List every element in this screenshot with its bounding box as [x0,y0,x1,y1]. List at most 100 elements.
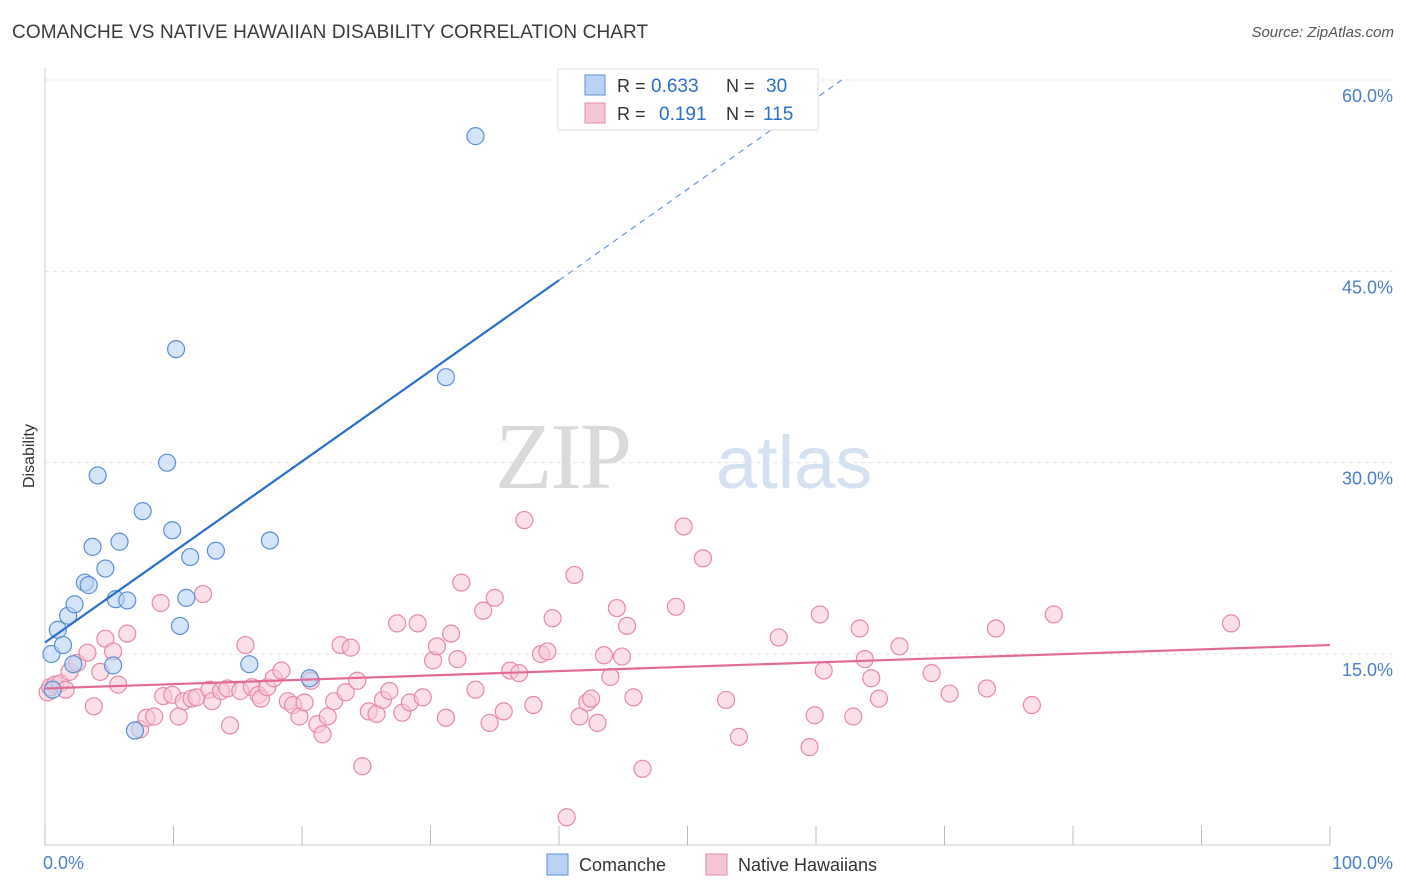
x-tick-label-100: 100.0% [1332,853,1393,873]
point-hawaiian-24 [193,584,213,604]
point-hawaiian-96 [729,727,749,747]
point-hawaiian-78 [543,609,562,628]
point-hawaiian-92 [666,597,686,616]
watermark-zip: ZIP [495,405,630,509]
point-comanche-26 [260,531,279,550]
point-hawaiian-108 [922,664,941,683]
series-legend: Comanche Native Hawaiians [546,853,877,876]
point-hawaiian-45 [318,707,337,726]
legend-swatch-hawaiian [584,102,606,124]
legend-bottom-hawaiian: Native Hawaiians [738,855,877,875]
point-hawaiian-56 [387,614,407,633]
watermark: ZIP atlas [495,405,872,509]
source-credit: Source: ZipAtlas.com [1251,24,1394,41]
point-hawaiian-107 [890,637,909,656]
point-comanche-22 [177,588,196,607]
series-comanche [42,127,485,740]
legend-r-label-1: R = [617,76,646,96]
point-hawaiian-70 [485,588,504,607]
point-hawaiian-60 [413,688,432,707]
point-hawaiian-114 [1221,614,1241,633]
point-hawaiian-8 [84,697,103,716]
trendline-comanche [44,279,560,644]
point-hawaiian-67 [466,680,485,699]
point-comanche-3 [53,635,73,655]
point-hawaiian-95 [716,690,736,710]
point-hawaiian-112 [1022,695,1041,715]
point-comanche-11 [96,559,115,578]
chart-title: COMANCHE VS NATIVE HAWAIIAN DISABILITY C… [12,22,649,43]
y-tick-label-15: 15.0% [1342,660,1393,680]
point-hawaiian-20 [169,707,188,726]
point-comanche-8 [79,576,98,595]
point-hawaiian-99 [805,706,824,725]
point-hawaiian-102 [844,707,863,726]
point-hawaiian-101 [814,661,833,680]
legend-n-value-2: 115 [763,104,793,125]
point-hawaiian-75 [524,695,543,715]
point-hawaiian-105 [862,669,881,688]
point-hawaiian-109 [940,684,959,703]
point-hawaiian-41 [295,693,314,712]
point-hawaiian-65 [448,650,467,669]
point-hawaiian-91 [633,759,652,778]
point-hawaiian-31 [236,635,255,655]
point-hawaiian-17 [151,593,170,613]
legend-n-value-1: 30 [766,76,787,97]
x-tick-label-0: 0.0% [43,853,84,873]
legend-r-label-2: R = [617,104,646,124]
point-hawaiian-59 [408,614,427,633]
point-hawaiian-100 [810,605,829,624]
point-hawaiian-16 [145,707,164,726]
watermark-atlas: atlas [716,421,872,504]
y-tick-label-45: 45.0% [1342,277,1393,297]
point-comanche-18 [157,453,177,472]
point-hawaiian-80 [565,565,584,585]
legend-bottom-swatch-comanche [546,853,569,876]
point-comanche-15 [118,591,137,610]
point-hawaiian-13 [118,624,137,643]
point-hawaiian-88 [612,647,632,666]
point-comanche-5 [64,655,83,674]
point-hawaiian-62 [427,637,447,656]
legend-swatch-comanche [584,74,606,96]
point-comanche-20 [166,340,186,359]
point-comanche-19 [163,521,182,540]
point-comanche-10 [88,466,107,485]
legend-n-label-1: N = [726,76,755,96]
trendline-hawaiian [44,643,1331,690]
point-comanche-16 [125,721,145,740]
point-hawaiian-94 [693,549,713,568]
point-hawaiian-68 [474,601,493,620]
point-comanche-23 [181,547,200,567]
point-comanche-29 [466,127,485,146]
point-hawaiian-110 [977,679,997,698]
y-tick-label-30: 30.0% [1342,469,1393,489]
point-hawaiian-103 [850,619,869,638]
point-hawaiian-66 [452,573,471,592]
point-hawaiian-98 [800,738,819,757]
point-comanche-9 [83,537,102,556]
legend-n-label-2: N = [726,104,755,124]
point-hawaiian-87 [607,598,626,618]
point-hawaiian-106 [869,689,889,708]
tick-labels: 15.0% 30.0% 45.0% 60.0% 0.0% 100.0% [43,86,1393,873]
y-axis-label: Disability [21,424,38,488]
grid-lines [45,79,1395,655]
legend-r-value-1: 0.633 [651,76,699,97]
legend-bottom-comanche: Comanche [579,855,666,875]
y-tick-label-60: 60.0% [1342,86,1393,106]
legend-r-value-2: 0.191 [659,104,707,125]
point-hawaiian-86 [601,667,620,687]
point-hawaiian-85 [594,646,614,665]
point-hawaiian-51 [353,757,372,776]
point-hawaiian-49 [341,638,360,657]
point-hawaiian-111 [986,619,1006,638]
point-comanche-6 [65,595,84,614]
point-comanche-12 [104,656,123,675]
point-hawaiian-104 [855,650,874,669]
point-comanche-28 [436,368,456,387]
point-comanche-21 [170,616,190,636]
point-hawaiian-69 [480,713,499,732]
